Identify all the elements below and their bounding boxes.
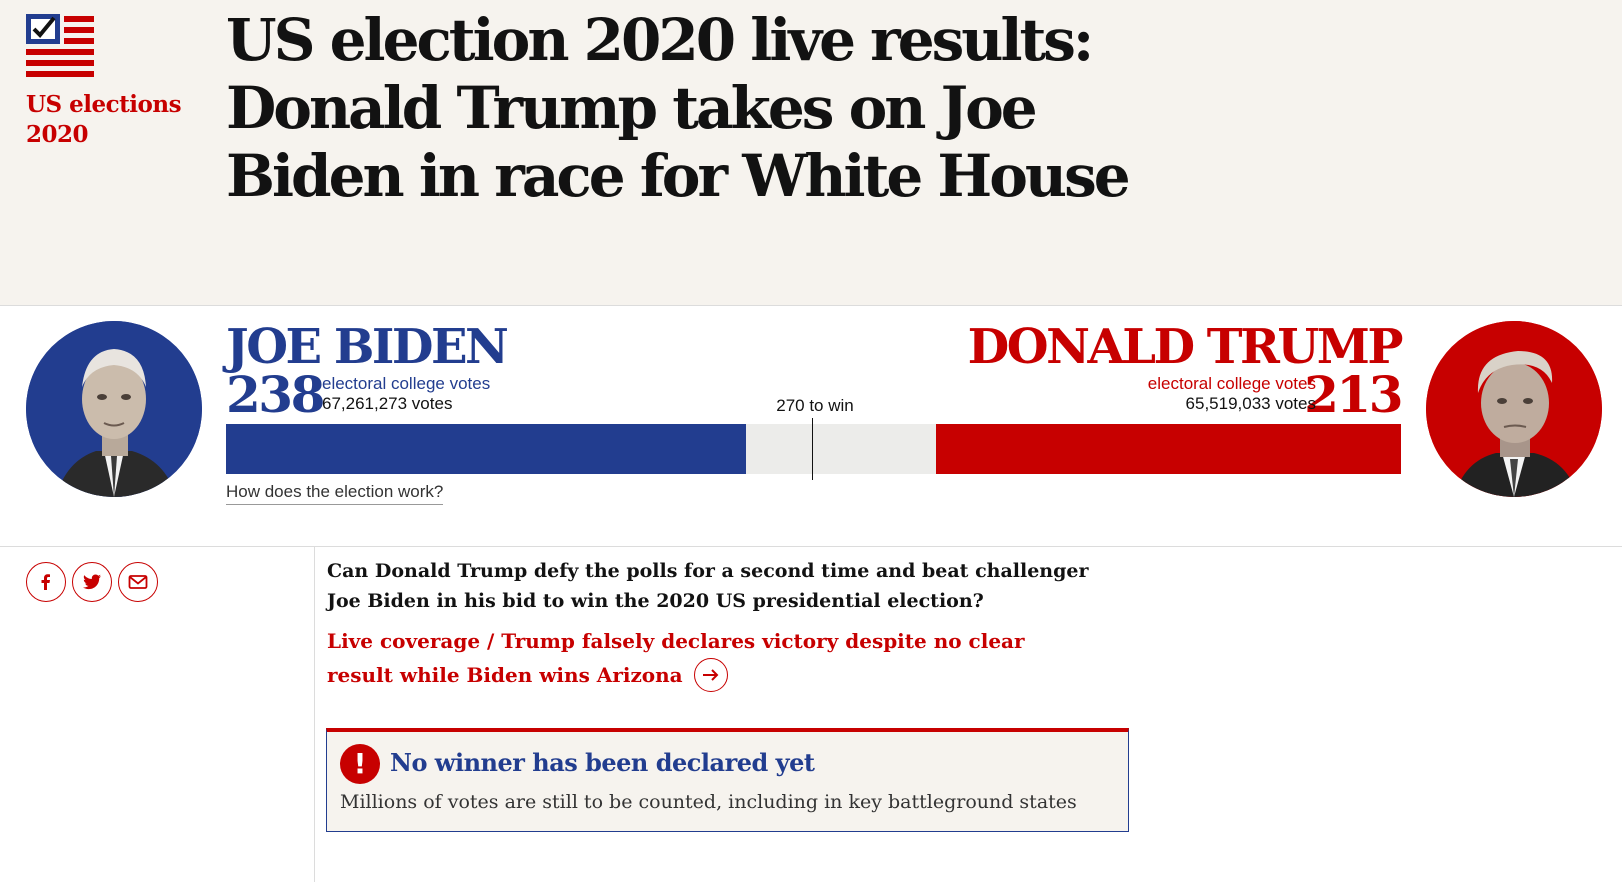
- twitter-icon: [83, 574, 101, 590]
- exclamation-icon: !: [340, 744, 380, 784]
- page-title: US election 2020 live results: Donald Tr…: [226, 6, 1131, 210]
- results-panel: JOE BIDEN 238 electoral college votes 67…: [0, 306, 1622, 547]
- trump-electoral-votes: 213: [1304, 365, 1403, 424]
- trump-ec-label: electoral college votes: [1147, 374, 1316, 393]
- biden-name: JOE BIDEN: [226, 319, 509, 375]
- live-coverage-link[interactable]: Live coverage / Trump falsely declares v…: [327, 624, 1047, 692]
- biden-portrait: [26, 321, 202, 497]
- biden-photo: [26, 321, 202, 497]
- majority-line: [812, 418, 813, 480]
- section-label[interactable]: US elections 2020: [26, 91, 182, 148]
- facebook-icon: [41, 574, 50, 590]
- standfirst: Can Donald Trump defy the polls for a se…: [327, 560, 1089, 612]
- no-winner-notice: ! No winner has been declared yet Millio…: [326, 728, 1129, 832]
- notice-body: Millions of votes are still to be counte…: [340, 791, 1077, 813]
- electoral-bar: [226, 424, 1401, 474]
- biden-electoral-votes: 238: [226, 365, 325, 424]
- arrow-right-icon[interactable]: [693, 657, 728, 692]
- trump-popular-votes: 65,519,033 votes: [1185, 394, 1316, 413]
- threshold-label: 270 to win: [776, 396, 854, 415]
- twitter-share-button[interactable]: [72, 562, 112, 602]
- column-divider: [314, 547, 315, 882]
- biden-bar: [226, 424, 746, 474]
- ballot-flag-icon: [26, 14, 94, 77]
- trump-portrait: [1426, 321, 1602, 497]
- trump-photo: [1426, 321, 1602, 497]
- email-share-button[interactable]: [118, 562, 158, 602]
- how-election-works-link[interactable]: How does the election work?: [226, 481, 444, 505]
- facebook-share-button[interactable]: [26, 562, 66, 602]
- live-coverage-link-text: Live coverage / Trump falsely declares v…: [327, 629, 1025, 687]
- trump-bar: [935, 424, 1401, 474]
- biden-ec-label: electoral college votes: [322, 374, 491, 393]
- page-header: US elections 2020 US election 2020 live …: [0, 0, 1622, 306]
- notice-title: No winner has been declared yet: [390, 748, 815, 777]
- biden-popular-votes: 67,261,273 votes: [322, 394, 453, 413]
- email-icon: [128, 575, 148, 589]
- trump-name: DONALD TRUMP: [967, 319, 1404, 375]
